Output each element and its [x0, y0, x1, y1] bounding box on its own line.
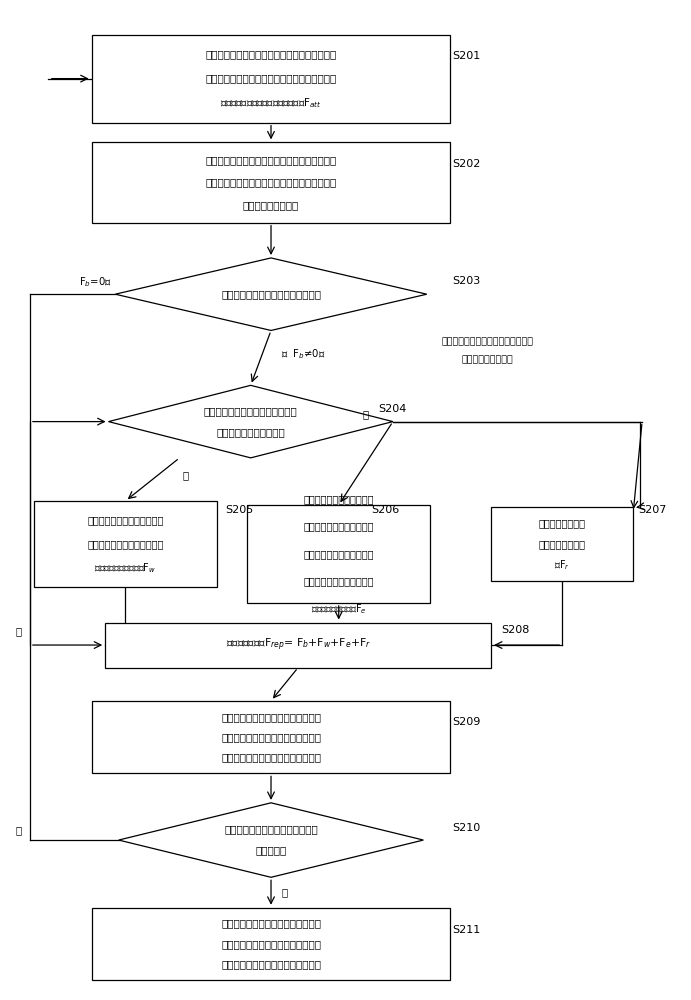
Bar — [247, 505, 430, 603]
Text: 判断该系一个采样时间的位置是否: 判断该系一个采样时间的位置是否 — [224, 825, 318, 835]
Bar — [105, 622, 491, 668]
Text: 为终点位置: 为终点位置 — [256, 845, 287, 855]
Text: 圆障碍物之间的距离向量，: 圆障碍物之间的距离向量， — [303, 549, 374, 559]
Text: 用下飞行器沿墙走分量F$_{w}$: 用下飞行器沿墙走分量F$_{w}$ — [95, 561, 156, 575]
Text: 获得在圆障碍物作用下飞行: 获得在圆障碍物作用下飞行 — [303, 576, 374, 586]
Text: 基于合力，获得当前的加速度，根据: 基于合力，获得当前的加速度，根据 — [221, 919, 321, 929]
Text: F$_b$=0时: F$_b$=0时 — [79, 276, 112, 289]
Text: S204: S204 — [378, 404, 406, 414]
Bar — [91, 701, 451, 773]
Text: S211: S211 — [453, 925, 481, 935]
Text: S207: S207 — [638, 505, 667, 515]
Text: 获得当前飞行器与: 获得当前飞行器与 — [539, 518, 586, 528]
Text: 的位置，获得下一个采样时间的位置: 的位置，获得下一个采样时间的位置 — [221, 752, 321, 762]
Text: 障碍物是否为线性障碍物: 障碍物是否为线性障碍物 — [216, 427, 285, 437]
Bar — [91, 908, 451, 980]
Text: 否: 否 — [16, 626, 22, 636]
Text: S203: S203 — [453, 276, 481, 286]
Bar — [491, 507, 633, 581]
Text: 根据吸引力的向量和线性障碍: 根据吸引力的向量和线性障碍 — [87, 515, 164, 525]
Text: 在判断获得为圆障碍物时，: 在判断获得为圆障碍物时， — [303, 494, 374, 504]
Bar — [91, 142, 451, 223]
Text: S210: S210 — [453, 823, 481, 833]
Text: 化，从而根据航迹规划过程中的起点位置，终点: 化，从而根据航迹规划过程中的起点位置，终点 — [205, 74, 337, 84]
Text: 当前的加速度、采样时间，以及当前: 当前的加速度、采样时间，以及当前 — [221, 732, 321, 742]
Text: S208: S208 — [501, 625, 529, 635]
Text: 当前的加速度、采样时间，以及当前: 当前的加速度、采样时间，以及当前 — [221, 939, 321, 949]
Text: 器受到的附加控制力F$_{e}$: 器受到的附加控制力F$_{e}$ — [311, 602, 366, 616]
Bar — [91, 35, 451, 123]
Text: 否: 否 — [363, 409, 369, 419]
Polygon shape — [108, 385, 393, 458]
Text: S206: S206 — [371, 505, 399, 515]
Text: 是: 是 — [183, 471, 189, 481]
Text: 境，检索获得确定的地理环境中障碍物的形态信: 境，检索获得确定的地理环境中障碍物的形态信 — [205, 177, 337, 187]
Text: 的位置，获得下一个采样时间的位置: 的位置，获得下一个采样时间的位置 — [221, 959, 321, 969]
Polygon shape — [115, 258, 427, 330]
Text: S209: S209 — [453, 717, 481, 727]
Text: 获得整体排斥力F$_{rep}$= F$_{b}$+F$_{w}$+F$_{e}$+F$_{r}$: 获得整体排斥力F$_{rep}$= F$_{b}$+F$_{w}$+F$_{e}… — [225, 637, 370, 653]
Polygon shape — [119, 803, 424, 877]
Text: 基于特征信息，采用势场法，判断: 基于特征信息，采用势场法，判断 — [204, 406, 298, 416]
Text: 附加控制力的条件时: 附加控制力的条件时 — [462, 355, 513, 364]
Text: 若判断获得飞行器无法达到沿墙走和: 若判断获得飞行器无法达到沿墙走和 — [442, 338, 533, 347]
Text: S202: S202 — [453, 159, 481, 169]
Text: S201: S201 — [453, 51, 481, 61]
Text: 基于合力，获得当前的加速度，根据: 基于合力，获得当前的加速度，根据 — [221, 712, 321, 722]
Text: 否: 否 — [16, 825, 22, 835]
Text: 是: 是 — [281, 887, 287, 897]
Text: S205: S205 — [225, 505, 253, 515]
Text: 根据飞行器从起点到达终点过程中确定的地理环: 根据飞行器从起点到达终点过程中确定的地理环 — [205, 155, 337, 165]
Bar — [34, 501, 217, 587]
Text: 息，并保存形态信息: 息，并保存形态信息 — [243, 200, 299, 210]
Text: 对整个关于航迹规划的数据文件的变量进行初始: 对整个关于航迹规划的数据文件的变量进行初始 — [205, 49, 337, 59]
Text: 物向量，获得在线性障碍物作: 物向量，获得在线性障碍物作 — [87, 539, 164, 549]
Text: 障碍物之间的排斥: 障碍物之间的排斥 — [539, 539, 586, 549]
Text: 判断飞行器是否在障碍物的作用域内: 判断飞行器是否在障碍物的作用域内 — [221, 289, 321, 299]
Text: 位置，获取飞行器到达终点的吸引力F$_{att}$: 位置，获取飞行器到达终点的吸引力F$_{att}$ — [220, 96, 322, 110]
Text: 是  F$_b$≠0时: 是 F$_b$≠0时 — [281, 347, 326, 361]
Text: 根据吸引力向量和飞行器与: 根据吸引力向量和飞行器与 — [303, 521, 374, 531]
Text: 力F$_{r}$: 力F$_{r}$ — [554, 558, 570, 572]
